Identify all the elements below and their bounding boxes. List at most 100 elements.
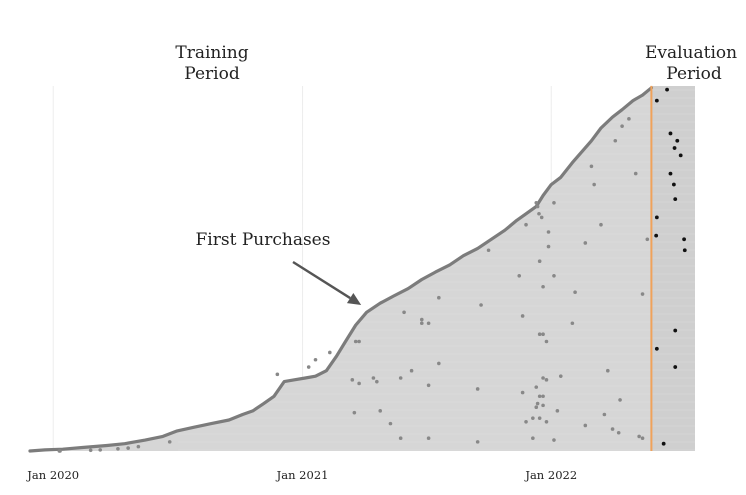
training-point-48 <box>537 211 541 216</box>
training-point-81 <box>602 412 607 417</box>
training-point-60 <box>486 248 491 253</box>
evaluation-point-7 <box>671 182 676 187</box>
training-point-39 <box>613 138 618 143</box>
training-point-74 <box>475 387 480 391</box>
training-point-23 <box>531 436 535 441</box>
training-point-65 <box>402 310 406 315</box>
annotation-arrow-shaft <box>292 260 351 300</box>
training-point-28 <box>544 378 549 382</box>
training-point-17 <box>426 321 431 326</box>
annotation-arrow-head <box>346 292 362 305</box>
training-period-label-line2: Period <box>184 64 240 84</box>
training-point-42 <box>633 171 638 176</box>
training-point-52 <box>537 332 542 337</box>
training-point-78 <box>535 401 540 406</box>
evaluation-point-11 <box>682 237 686 242</box>
training-point-88 <box>640 436 645 441</box>
training-point-73 <box>426 383 431 388</box>
training-point-56 <box>537 259 542 264</box>
training-point-5 <box>126 446 130 450</box>
x-tick-label-1: Jan 2021 <box>276 468 329 482</box>
training-point-12 <box>371 376 376 380</box>
evaluation-point-16 <box>661 441 666 446</box>
first-purchases-curve <box>28 86 653 453</box>
training-point-63 <box>437 295 441 300</box>
annotation-label: First Purchases <box>196 230 331 250</box>
training-point-13 <box>388 421 393 426</box>
training-point-16 <box>419 317 424 322</box>
training-point-75 <box>520 390 525 395</box>
training-point-18 <box>426 436 431 441</box>
training-point-3 <box>98 448 103 452</box>
training-point-4 <box>116 447 120 451</box>
training-point-55 <box>537 394 542 399</box>
evaluation-point-12 <box>682 248 687 253</box>
training-point-53 <box>544 339 549 344</box>
training-point-62 <box>479 303 483 307</box>
training-point-87 <box>637 434 641 439</box>
evaluation-point-3 <box>672 146 677 150</box>
evaluation-point-6 <box>668 171 673 176</box>
training-point-30 <box>555 409 560 413</box>
training-point-72 <box>375 379 379 384</box>
training-point-19 <box>437 361 441 366</box>
training-point-21 <box>520 314 525 318</box>
training-point-44 <box>645 237 650 242</box>
first-purchases-area <box>30 87 652 452</box>
evaluation-point-8 <box>673 197 678 202</box>
training-point-67 <box>357 339 361 344</box>
training-point-40 <box>620 124 624 128</box>
x-tick-label-0: Jan 2020 <box>26 468 79 482</box>
training-point-66 <box>353 339 358 344</box>
evaluation-point-5 <box>678 153 683 158</box>
training-point-1 <box>58 449 62 453</box>
evaluation-period-label-line1: Evaluation <box>645 43 737 63</box>
training-point-37 <box>599 222 603 227</box>
training-point-10 <box>357 381 361 386</box>
evaluation-period-label-line2: Period <box>666 64 722 84</box>
evaluation-point-14 <box>654 346 659 351</box>
training-point-70 <box>306 365 311 369</box>
training-point-50 <box>541 332 545 337</box>
training-point-54 <box>552 201 556 205</box>
training-point-29 <box>552 438 556 442</box>
training-point-80 <box>378 409 383 413</box>
training-point-9 <box>352 410 357 415</box>
training-period-label-line1: Training <box>175 43 248 63</box>
training-point-68 <box>328 350 332 355</box>
evaluation-period-shade <box>651 86 695 451</box>
evaluation-point-13 <box>673 328 678 333</box>
training-point-2 <box>88 448 93 453</box>
training-point-26 <box>534 385 539 389</box>
evaluation-point-0 <box>654 98 659 103</box>
training-point-61 <box>517 274 522 278</box>
training-point-20 <box>475 440 480 444</box>
training-point-71 <box>275 372 280 377</box>
training-point-84 <box>583 423 588 428</box>
repeat-purchases-training-points <box>57 117 650 453</box>
training-point-15 <box>409 368 414 373</box>
x-tick-label-2: Jan 2022 <box>524 468 577 482</box>
training-point-83 <box>544 420 549 424</box>
training-point-64 <box>419 321 424 326</box>
training-point-76 <box>541 394 545 399</box>
training-point-86 <box>616 430 621 435</box>
evaluation-point-9 <box>654 215 659 220</box>
training-point-34 <box>583 241 588 245</box>
training-point-57 <box>546 230 551 234</box>
training-point-51 <box>541 284 545 289</box>
training-point-22 <box>524 420 528 424</box>
training-point-25 <box>541 403 545 408</box>
training-point-59 <box>534 201 539 205</box>
training-point-38 <box>605 368 610 373</box>
training-point-6 <box>136 444 141 449</box>
training-point-41 <box>627 117 631 121</box>
evaluation-point-1 <box>665 87 669 92</box>
repeat-purchases-evaluation-points <box>654 87 687 446</box>
evaluation-point-4 <box>675 138 680 143</box>
training-point-36 <box>592 182 596 187</box>
training-point-45 <box>539 215 544 220</box>
training-point-58 <box>524 222 528 227</box>
training-point-35 <box>589 164 594 169</box>
